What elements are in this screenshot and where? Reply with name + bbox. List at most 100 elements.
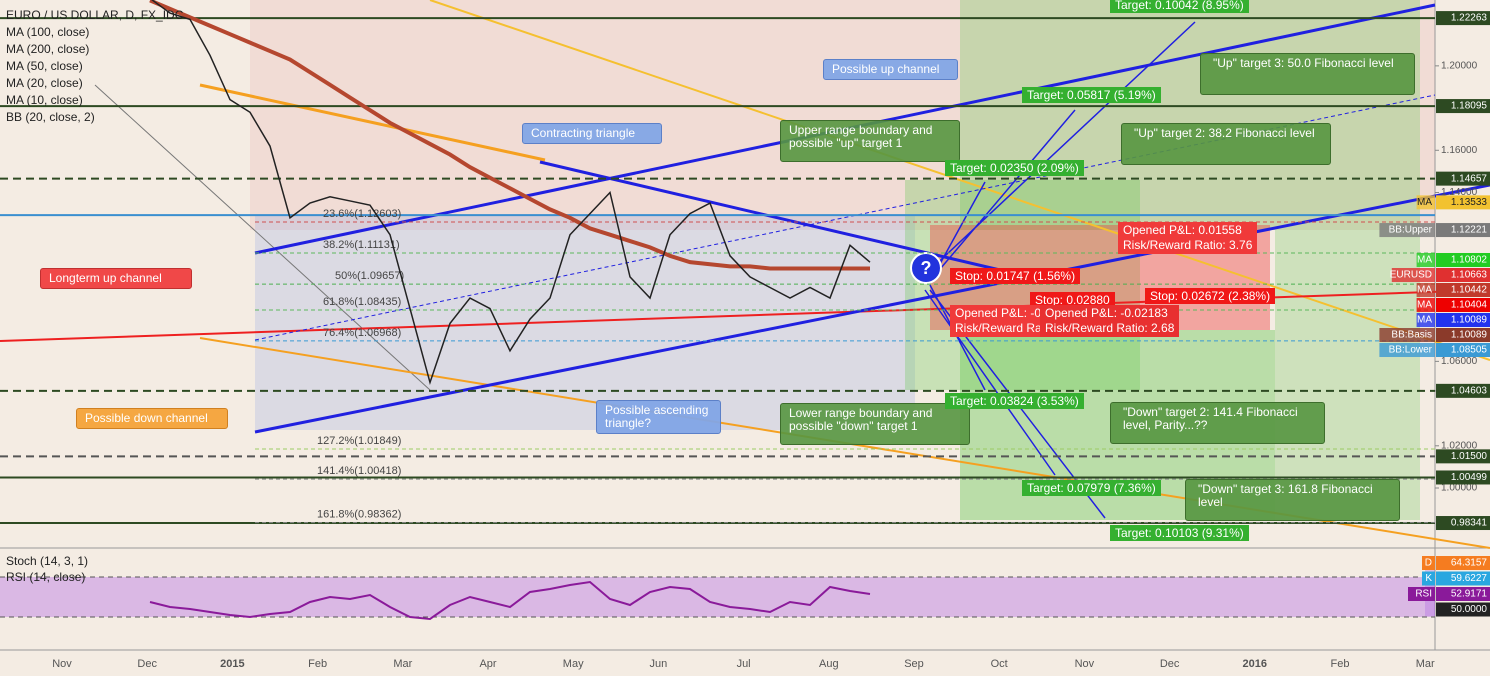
- osc-label: [1436, 587, 1490, 601]
- legend-entry: MA (100, close): [6, 25, 89, 39]
- price-label: [1436, 253, 1490, 268]
- legend-entry: MA (200, close): [6, 42, 89, 56]
- stop-label: Stop: 0.02880: [1030, 292, 1115, 308]
- legend-entry: MA (10, close): [6, 93, 83, 107]
- legend-entry: RSI (14, close): [6, 570, 85, 584]
- zone: [960, 0, 1420, 230]
- legend-entry: BB (20, close, 2): [6, 110, 95, 124]
- stop-label: Stop: 0.02672 (2.38%): [1145, 288, 1276, 304]
- price-label-value: 1.08505: [1451, 345, 1488, 356]
- osc-label-name: D: [1425, 558, 1432, 569]
- price-label-name: [1379, 328, 1435, 343]
- price-label-name: [1416, 298, 1435, 313]
- price-label-name: [1416, 253, 1435, 268]
- trend-line: [94, 84, 431, 391]
- price-label-name: BB:Basis: [1391, 330, 1432, 341]
- annotation: Possible ascending triangle?: [596, 400, 721, 434]
- price-label-name: [1391, 268, 1435, 283]
- price-label: [1436, 343, 1490, 358]
- x-tick-label: Dec: [137, 658, 157, 670]
- price-label: [1436, 328, 1490, 343]
- osc-label-name: [1408, 587, 1435, 601]
- osc-label: [1436, 571, 1490, 586]
- fib-label: 141.4%(1.00418): [317, 465, 401, 477]
- stop-label: Stop: 0.01747 (1.56%): [950, 268, 1081, 284]
- x-tick-label: Jun: [650, 658, 668, 670]
- y-tick-label: 1.20000: [1441, 60, 1478, 71]
- price-label-name: MA: [1417, 285, 1432, 296]
- price-label-name: [1416, 283, 1435, 298]
- annotation: Possible up channel: [823, 59, 958, 80]
- annotation: Upper range boundary and possible "up" t…: [780, 120, 960, 162]
- annotation: "Up" target 2: 38.2 Fibonacci level: [1121, 123, 1331, 165]
- x-tick-label: Sep: [904, 658, 924, 670]
- price-label-value: 1.10089: [1451, 330, 1488, 341]
- pnl: Opened P&L: 0.01558: [1123, 223, 1242, 237]
- price-label-name: EURUSD: [1390, 270, 1432, 281]
- y-tick-label: 1.00000: [1441, 483, 1478, 494]
- x-tick-label: Feb: [1331, 658, 1350, 670]
- rsi-band: [0, 577, 1435, 617]
- price-label-name: [1379, 223, 1435, 238]
- fib-label: 23.6%(1.12603): [323, 208, 401, 220]
- price-label-name: [1416, 313, 1435, 328]
- price-label-value: 1.18095: [1451, 101, 1488, 112]
- fib-label: 50%(1.09657): [335, 270, 404, 282]
- price-label-name: BB:Lower: [1389, 345, 1433, 356]
- legend-entry: Stoch (14, 3, 1): [6, 554, 88, 568]
- price-label: [1436, 195, 1490, 210]
- price-label-value: 0.98341: [1451, 518, 1488, 529]
- x-tick-label: Apr: [479, 658, 496, 670]
- pnl: Opened P&L: -0.02183: [1045, 306, 1168, 320]
- price-label-name: [1379, 343, 1435, 358]
- fib-label: 76.4%(1.06968): [323, 327, 401, 339]
- ratio: Risk/Reward Ratio: 2.68: [1045, 321, 1175, 335]
- x-tick-label: Oct: [991, 658, 1008, 670]
- annotation: Contracting triangle: [522, 123, 662, 144]
- osc-label-name: K: [1425, 573, 1432, 584]
- rsi-line: [149, 580, 871, 621]
- icon: ?: [921, 258, 932, 278]
- target-label: Target: 0.10042 (8.95%): [1110, 0, 1249, 13]
- target-label: Target: 0.10103 (9.31%): [1110, 525, 1249, 541]
- price-label-name: MA: [1417, 197, 1432, 208]
- price-label-value: 1.13533: [1451, 197, 1488, 208]
- price-label: [1436, 11, 1490, 26]
- x-tick-label: Mar: [393, 658, 412, 670]
- legend-entry: MA (50, close): [6, 59, 83, 73]
- osc-label-value: 64.3157: [1451, 558, 1488, 569]
- y-tick-label: 1.16000: [1441, 145, 1478, 156]
- target-label: Target: 0.02350 (2.09%): [945, 160, 1084, 176]
- zone: [250, 0, 1435, 230]
- y-tick-label: 1.14000: [1441, 187, 1478, 198]
- price-label-value: 1.10663: [1451, 270, 1488, 281]
- price-label: [1436, 313, 1490, 328]
- y-tick-label: 1.06000: [1441, 356, 1478, 367]
- price-label: [1436, 283, 1490, 298]
- price-label-name: [1416, 195, 1435, 210]
- price-label-value: 1.10802: [1451, 255, 1488, 266]
- arrow: [924, 21, 1196, 519]
- x-tick-label: 2015: [220, 658, 244, 670]
- x-tick-label: Nov: [52, 658, 72, 670]
- target-label: Target: 0.05817 (5.19%): [1022, 87, 1161, 103]
- chart-title: EURO / US DOLLAR, D, FX_IDC: [6, 8, 184, 22]
- price-line: [151, 0, 871, 386]
- osc-label-value: 50.0000: [1451, 604, 1488, 615]
- trend-line: [429, 0, 1490, 361]
- osc-label: [1436, 556, 1490, 570]
- price-label-value: 1.10089: [1451, 315, 1488, 326]
- ratio: Risk/Reward Ratio: 3.76: [1123, 238, 1253, 252]
- x-tick-label: 2016: [1243, 658, 1267, 670]
- annotation: "Down" target 3: 161.8 Fibonacci level: [1185, 479, 1400, 521]
- price-label-name: MA: [1417, 315, 1432, 326]
- target-label: Target: 0.03824 (3.53%): [945, 393, 1084, 409]
- osc-label-name: RSI: [1415, 589, 1432, 600]
- osc-label-name: [1422, 571, 1435, 586]
- position-box: Opened P&L: -0.02183 Risk/Reward Ratio: 2…: [1040, 305, 1180, 337]
- x-tick-label: Feb: [308, 658, 327, 670]
- price-label: [1436, 99, 1490, 114]
- y-tick-label: 1.02000: [1441, 440, 1478, 451]
- x-tick-label: May: [563, 658, 584, 670]
